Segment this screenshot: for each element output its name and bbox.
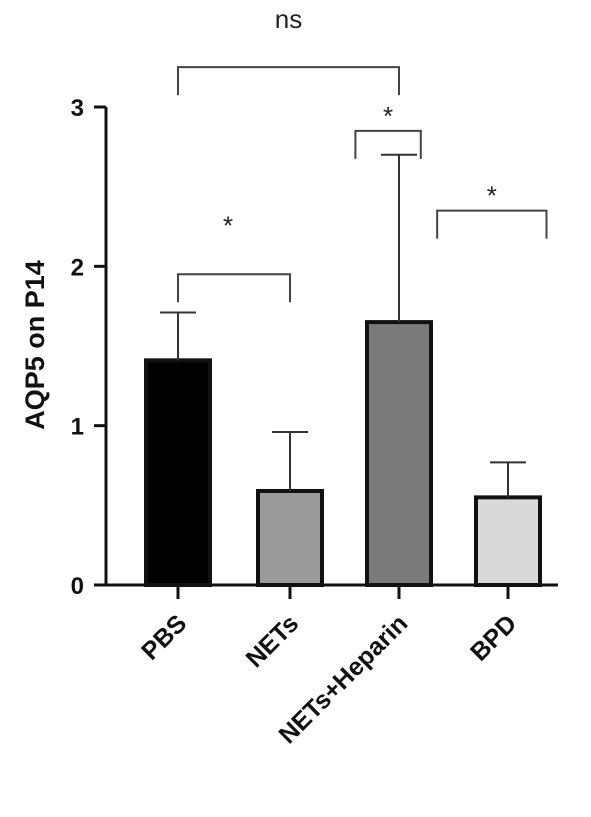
significance-bracket	[354, 129, 422, 159]
significance-bracket	[177, 66, 400, 96]
significance-bracket	[177, 273, 291, 303]
x-tick-label: NETs	[241, 609, 305, 673]
significance-label: *	[383, 101, 393, 131]
bar	[144, 358, 212, 587]
significance-annotations: ns * * *	[177, 4, 548, 303]
x-tick-label: BPD	[465, 609, 522, 666]
bar	[365, 320, 433, 587]
significance-label: ns	[275, 4, 302, 34]
y-tick-label: 0	[71, 573, 84, 600]
significance-label: *	[487, 181, 497, 211]
error-bars-group	[160, 153, 526, 498]
bars-group	[144, 320, 542, 588]
significance-bracket	[436, 209, 548, 239]
x-tick-label: PBS	[136, 609, 192, 665]
y-tick-label: 1	[71, 414, 84, 441]
y-axis-label: AQP5 on P14	[20, 260, 50, 430]
significance-label: *	[223, 210, 233, 240]
y-tick-label: 2	[71, 254, 84, 281]
y-tick-label: 3	[71, 95, 84, 122]
y-axis: 0 1 2 3	[71, 95, 108, 600]
bar	[256, 488, 324, 588]
bar	[474, 495, 542, 587]
